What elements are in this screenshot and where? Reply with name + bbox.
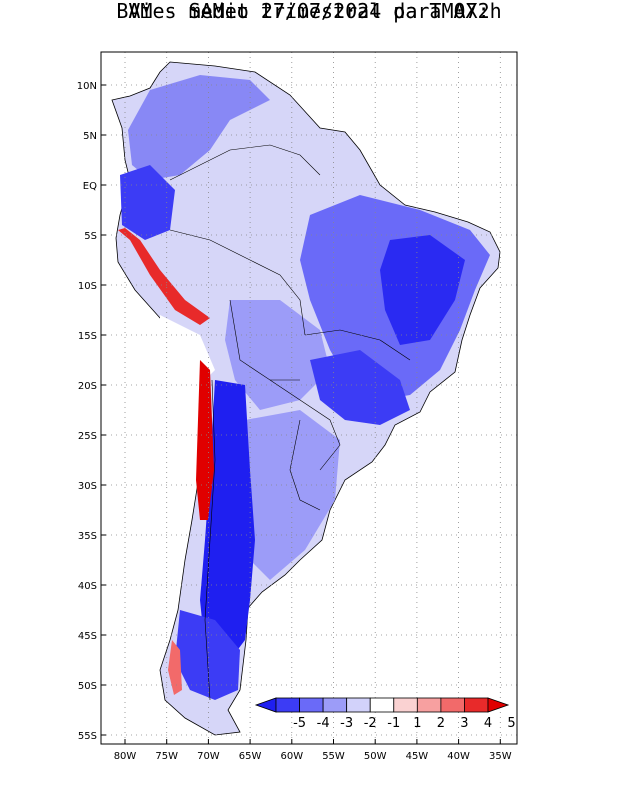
map-title-line-1: Vies medio trimestral da TMAX: bbox=[128, 0, 490, 23]
anomaly-zone-southeast bbox=[310, 350, 410, 425]
lat-tick-label: 10S bbox=[78, 281, 97, 292]
colorbar-swatch bbox=[346, 697, 371, 713]
colorbar-max-arrow bbox=[487, 697, 510, 713]
lon-tick-label: 75W bbox=[155, 751, 178, 762]
lon-tick-label: 80W bbox=[114, 751, 137, 762]
lat-tick-label: 5S bbox=[84, 231, 97, 242]
lat-tick-label: 5N bbox=[83, 131, 97, 142]
colorbar-swatch bbox=[464, 697, 489, 713]
lon-tick-label: 35W bbox=[489, 751, 512, 762]
colorbar-swatch bbox=[393, 697, 418, 713]
anomaly-zone-patagonia bbox=[200, 380, 255, 660]
positive-anomaly-peru-coast bbox=[118, 228, 210, 325]
lat-tick-label: 15S bbox=[78, 331, 97, 342]
lat-tick-label: 25S bbox=[78, 431, 97, 442]
colorbar-label: -2 bbox=[364, 716, 377, 731]
colorbar-label: -1 bbox=[387, 716, 400, 731]
lat-tick-label: 55S bbox=[78, 731, 97, 742]
lat-tick-label: 35S bbox=[78, 531, 97, 542]
lon-tick-label: 65W bbox=[239, 751, 262, 762]
colorbar-swatch bbox=[369, 697, 395, 713]
colorbar-label: -4 bbox=[317, 716, 330, 731]
anomaly-zone-south-central bbox=[238, 410, 340, 580]
lat-tick-label: 20S bbox=[78, 381, 97, 392]
map-title-line-2: BAM - SAMet 27/07/2024 para 072h bbox=[116, 0, 502, 23]
lon-tick-label: 55W bbox=[322, 751, 345, 762]
anomaly-zone-northeast-core bbox=[380, 235, 465, 345]
map-border bbox=[100, 51, 518, 745]
lon-tick-label: 60W bbox=[280, 751, 303, 762]
colorbar-swatch bbox=[275, 697, 300, 713]
map-grid bbox=[101, 52, 517, 744]
anomaly-zone-southern-tip bbox=[175, 610, 240, 700]
lat-tick-label: 30S bbox=[78, 481, 97, 492]
colorbar-label: -3 bbox=[340, 716, 353, 731]
latitude-axis: 10N 5N EQ 5S 10S 15S 20S 25S 30S 35S 40S 45S 50S 55S bbox=[77, 81, 106, 742]
colorbar-label: 2 bbox=[437, 716, 445, 731]
colorbar-swatch bbox=[299, 697, 324, 713]
colorbar-label: -5 bbox=[293, 716, 306, 731]
colorbar-swatch bbox=[416, 697, 442, 713]
colorbar-label: 1 bbox=[413, 716, 421, 731]
lon-tick-label: 40W bbox=[447, 751, 470, 762]
colorbar-label: 3 bbox=[460, 716, 468, 731]
lat-tick-label: EQ bbox=[83, 181, 97, 192]
lon-tick-label: 50W bbox=[364, 751, 387, 762]
colorbar-label: 4 bbox=[484, 716, 492, 731]
colorbar-swatch bbox=[322, 697, 348, 713]
positive-anomaly-chile-south bbox=[168, 640, 182, 695]
colorbar: -5 -4 -3 -2 -1 1 2 3 4 5 bbox=[254, 697, 516, 731]
anomaly-zone-north bbox=[128, 75, 270, 180]
colorbar-swatch bbox=[440, 697, 465, 713]
lat-tick-label: 10N bbox=[77, 81, 97, 92]
lat-tick-label: 45S bbox=[78, 631, 97, 642]
longitude-axis: 80W 75W 70W 65W 60W 55W 50W 45W 40W 35W bbox=[114, 739, 512, 762]
lat-tick-label: 50S bbox=[78, 681, 97, 692]
lon-tick-label: 70W bbox=[197, 751, 220, 762]
anomaly-zone-andes-north bbox=[120, 165, 175, 240]
lat-tick-label: 40S bbox=[78, 581, 97, 592]
colorbar-label: 5 bbox=[507, 716, 515, 731]
positive-anomaly-chile-coast bbox=[196, 360, 214, 520]
lon-tick-label: 45W bbox=[406, 751, 429, 762]
